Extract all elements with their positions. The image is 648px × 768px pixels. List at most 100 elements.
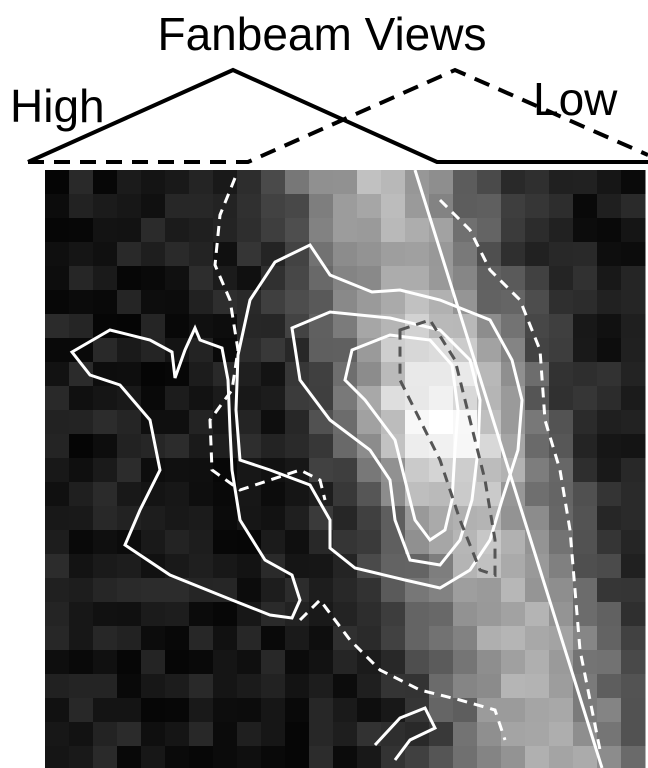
pixel [597, 434, 622, 459]
pixel [597, 314, 622, 339]
pixel [117, 410, 142, 435]
pixel [525, 386, 550, 411]
pixel [357, 434, 382, 459]
pixel [525, 434, 550, 459]
pixel [69, 218, 94, 243]
pixel [525, 602, 550, 627]
pixel [189, 602, 214, 627]
pixel [93, 458, 118, 483]
pixel [597, 338, 622, 363]
pixel [333, 674, 358, 699]
pixel [165, 410, 190, 435]
pixel [573, 218, 598, 243]
pixel [45, 386, 70, 411]
pixel [237, 674, 262, 699]
pixel [117, 458, 142, 483]
pixel [117, 602, 142, 627]
pixel [525, 266, 550, 291]
pixel [621, 218, 646, 243]
pixel [405, 266, 430, 291]
pixel [285, 626, 310, 651]
pixel [117, 650, 142, 675]
pixel [333, 722, 358, 747]
pixel [69, 674, 94, 699]
pixel [381, 242, 406, 267]
pixel [141, 698, 166, 723]
pixel [549, 578, 574, 603]
pixel [621, 650, 646, 675]
pixel [429, 170, 454, 195]
pixel [549, 314, 574, 339]
pixel [45, 434, 70, 459]
pixel [525, 698, 550, 723]
pixel [69, 698, 94, 723]
pixel [45, 530, 70, 555]
pixel [453, 242, 478, 267]
pixel [501, 722, 526, 747]
pixel [549, 722, 574, 747]
pixel [93, 242, 118, 267]
pixel [501, 218, 526, 243]
pixel [309, 266, 334, 291]
pixel [45, 266, 70, 291]
pixel [309, 698, 334, 723]
pixel [69, 242, 94, 267]
pixel [189, 218, 214, 243]
pixel [93, 578, 118, 603]
pixel [165, 482, 190, 507]
pixel [69, 410, 94, 435]
pixel [405, 626, 430, 651]
pixel [501, 242, 526, 267]
pixel [261, 482, 286, 507]
pixel [549, 410, 574, 435]
pixel [69, 170, 94, 195]
pixel [477, 338, 502, 363]
pixel [621, 626, 646, 651]
pixel [357, 626, 382, 651]
pixel [573, 578, 598, 603]
pixel [237, 170, 262, 195]
pixel [165, 722, 190, 747]
pixel [333, 314, 358, 339]
pixel [165, 650, 190, 675]
intensity-map [45, 170, 646, 768]
pixel [621, 434, 646, 459]
pixel [93, 554, 118, 579]
pixel [45, 242, 70, 267]
pixel [285, 266, 310, 291]
pixel [621, 602, 646, 627]
pixel [285, 290, 310, 315]
pixel [261, 506, 286, 531]
pixel [237, 698, 262, 723]
pixel [597, 554, 622, 579]
pixel [429, 746, 454, 768]
pixel [45, 578, 70, 603]
page: Fanbeam Views High Low (() => { const da… [0, 0, 648, 768]
pixel [525, 458, 550, 483]
pixel [597, 362, 622, 387]
pixel [381, 266, 406, 291]
pixel [333, 170, 358, 195]
pixel [573, 194, 598, 219]
pixel [453, 578, 478, 603]
pixel [69, 266, 94, 291]
pixel [69, 314, 94, 339]
pixel [309, 554, 334, 579]
pixel [93, 290, 118, 315]
pixel [165, 218, 190, 243]
pixel [429, 626, 454, 651]
pixel [117, 434, 142, 459]
pixel [237, 386, 262, 411]
pixel [45, 290, 70, 315]
pixel [573, 314, 598, 339]
pixel [597, 578, 622, 603]
pixel [45, 650, 70, 675]
pixel [525, 314, 550, 339]
pixel [573, 482, 598, 507]
pixel [117, 746, 142, 768]
pixel [213, 626, 238, 651]
pixel [213, 290, 238, 315]
pixel [69, 602, 94, 627]
pixel [165, 434, 190, 459]
pixel [141, 650, 166, 675]
